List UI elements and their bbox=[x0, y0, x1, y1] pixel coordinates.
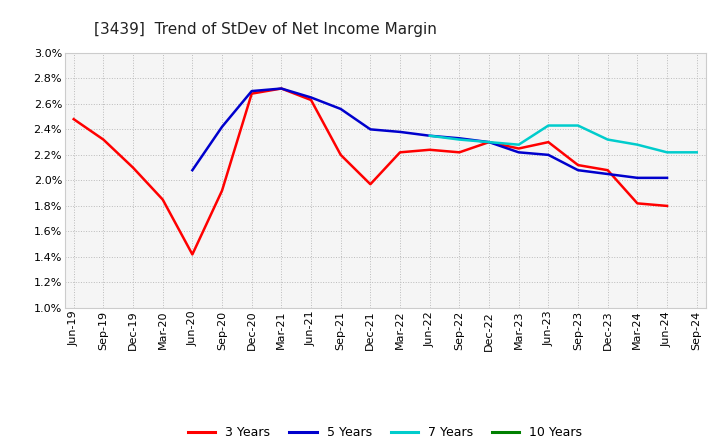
5 Years bbox=[188, 168, 197, 173]
5 Years bbox=[336, 106, 345, 112]
5 Years bbox=[396, 129, 405, 135]
7 Years bbox=[485, 139, 493, 145]
3 Years bbox=[396, 150, 405, 155]
Line: 5 Years: 5 Years bbox=[192, 88, 667, 178]
7 Years bbox=[574, 123, 582, 128]
7 Years bbox=[514, 142, 523, 147]
3 Years bbox=[99, 137, 108, 142]
3 Years bbox=[366, 182, 374, 187]
3 Years bbox=[248, 91, 256, 96]
Legend: 3 Years, 5 Years, 7 Years, 10 Years: 3 Years, 5 Years, 7 Years, 10 Years bbox=[183, 422, 588, 440]
5 Years bbox=[277, 86, 286, 91]
5 Years bbox=[544, 152, 553, 158]
3 Years bbox=[514, 146, 523, 151]
3 Years bbox=[336, 152, 345, 158]
3 Years bbox=[633, 201, 642, 206]
3 Years bbox=[455, 150, 464, 155]
5 Years bbox=[603, 171, 612, 176]
3 Years bbox=[544, 139, 553, 145]
3 Years bbox=[217, 188, 226, 193]
5 Years bbox=[307, 95, 315, 100]
3 Years bbox=[662, 203, 671, 209]
5 Years bbox=[633, 175, 642, 180]
3 Years bbox=[603, 168, 612, 173]
5 Years bbox=[455, 136, 464, 141]
7 Years bbox=[426, 133, 434, 139]
5 Years bbox=[248, 88, 256, 94]
3 Years bbox=[69, 117, 78, 122]
3 Years bbox=[574, 162, 582, 168]
5 Years bbox=[662, 175, 671, 180]
3 Years bbox=[158, 197, 167, 202]
3 Years bbox=[307, 97, 315, 103]
7 Years bbox=[603, 137, 612, 142]
5 Years bbox=[217, 124, 226, 129]
Line: 7 Years: 7 Years bbox=[430, 125, 697, 152]
5 Years bbox=[366, 127, 374, 132]
5 Years bbox=[514, 150, 523, 155]
3 Years bbox=[188, 252, 197, 257]
Text: [3439]  Trend of StDev of Net Income Margin: [3439] Trend of StDev of Net Income Marg… bbox=[94, 22, 436, 37]
5 Years bbox=[426, 133, 434, 139]
3 Years bbox=[485, 139, 493, 145]
7 Years bbox=[662, 150, 671, 155]
Line: 3 Years: 3 Years bbox=[73, 88, 667, 254]
5 Years bbox=[574, 168, 582, 173]
3 Years bbox=[426, 147, 434, 152]
3 Years bbox=[277, 86, 286, 91]
7 Years bbox=[693, 150, 701, 155]
7 Years bbox=[544, 123, 553, 128]
7 Years bbox=[455, 137, 464, 142]
7 Years bbox=[633, 142, 642, 147]
5 Years bbox=[485, 139, 493, 145]
3 Years bbox=[129, 165, 138, 170]
